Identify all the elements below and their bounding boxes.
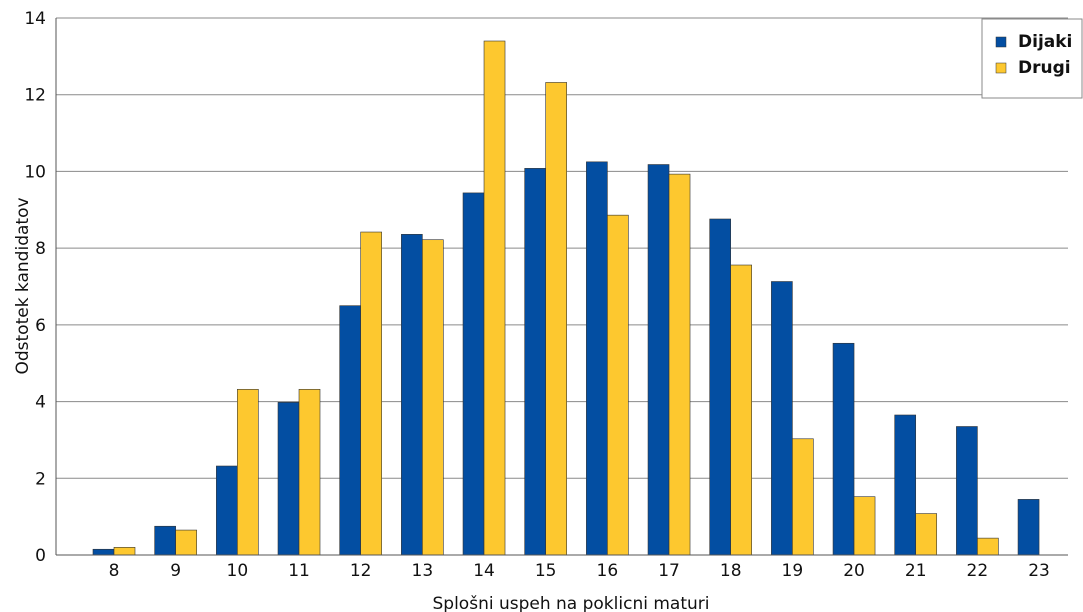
x-tick-label: 23 <box>1028 561 1050 581</box>
x-tick-label: 8 <box>109 561 120 581</box>
y-tick-label: 10 <box>24 162 46 182</box>
y-tick-label: 14 <box>24 9 46 29</box>
x-tick-label: 12 <box>350 561 372 581</box>
bar-dijaki-21 <box>894 414 917 556</box>
y-tick-label: 6 <box>35 316 46 336</box>
legend: Dijaki Drugi <box>981 18 1083 99</box>
legend-label-dijaki: Dijaki <box>1018 32 1072 52</box>
bar-dijaki-18 <box>709 218 732 556</box>
x-tick-label: 21 <box>905 561 927 581</box>
y-tick-label: 4 <box>35 393 46 413</box>
x-tick-label: 10 <box>227 561 249 581</box>
bar-drugi-9 <box>175 529 197 556</box>
legend-label-drugi: Drugi <box>1018 58 1071 78</box>
bar-drugi-12 <box>360 231 382 556</box>
y-tick-label: 12 <box>24 86 46 106</box>
x-tick-label: 19 <box>782 561 804 581</box>
legend-swatch-dijaki <box>995 36 1007 48</box>
bar-dijaki-12 <box>339 305 361 556</box>
x-tick-labels: 8 9 10 11 12 13 14 15 16 17 18 19 20 21 22 23 <box>109 561 1050 581</box>
y-tick-label: 8 <box>35 239 46 259</box>
x-tick-label: 17 <box>658 561 680 581</box>
x-tick-label: 20 <box>843 561 865 581</box>
bar-drugi-21 <box>915 513 938 556</box>
x-tick-label: 11 <box>288 561 310 581</box>
bar-dijaki-13 <box>401 234 423 556</box>
x-tick-label: 9 <box>170 561 181 581</box>
bars <box>92 40 1040 556</box>
bar-dijaki-22 <box>956 426 978 556</box>
x-tick-label: 13 <box>412 561 434 581</box>
x-tick-label: 18 <box>720 561 742 581</box>
bar-dijaki-10 <box>216 465 238 556</box>
y-axis-title: Odstotek kandidatov <box>13 197 33 374</box>
x-tick-label: 15 <box>535 561 557 581</box>
x-tick-label: 14 <box>473 561 495 581</box>
legend-box <box>981 18 1083 99</box>
bar-drugi-14 <box>483 40 506 556</box>
bar-drugi-8 <box>113 547 136 556</box>
bar-dijaki-23 <box>1017 499 1040 556</box>
bar-dijaki-8 <box>92 548 115 556</box>
bar-drugi-16 <box>607 214 629 556</box>
bar-drugi-17 <box>668 173 691 556</box>
bar-drugi-18 <box>730 264 753 556</box>
bar-dijaki-15 <box>524 168 546 556</box>
bar-drugi-19 <box>792 438 814 556</box>
bar-drugi-10 <box>237 388 259 556</box>
bar-dijaki-17 <box>647 164 670 556</box>
bar-drugi-11 <box>298 388 321 556</box>
bar-drugi-15 <box>545 82 567 556</box>
bar-dijaki-20 <box>832 342 855 556</box>
bar-dijaki-9 <box>154 525 176 556</box>
x-axis-title: Splošni uspeh na poklicni maturi <box>433 594 710 612</box>
axes <box>55 18 1068 556</box>
x-tick-label: 22 <box>967 561 989 581</box>
bar-drugi-20 <box>853 496 876 556</box>
bar-drugi-13 <box>422 239 444 556</box>
bar-drugi-22 <box>977 537 999 556</box>
bar-dijaki-14 <box>462 192 485 556</box>
x-tick-label: 16 <box>597 561 619 581</box>
bar-dijaki-11 <box>277 402 300 556</box>
legend-swatch-drugi <box>995 62 1007 74</box>
y-tick-label: 2 <box>35 469 46 489</box>
y-tick-label: 0 <box>35 546 46 566</box>
bar-dijaki-16 <box>586 161 608 556</box>
bar-dijaki-19 <box>771 281 793 556</box>
y-tick-labels: 0 2 4 6 8 10 12 14 <box>24 9 46 566</box>
